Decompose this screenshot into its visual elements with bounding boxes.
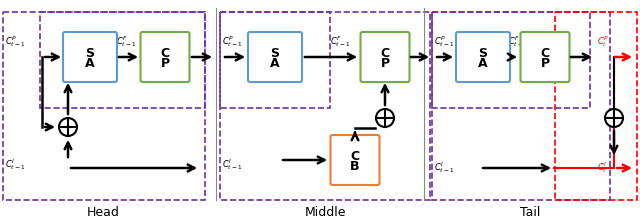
Text: $C_{t-1}^I$: $C_{t-1}^I$ <box>5 158 26 172</box>
Text: S: S <box>271 46 280 60</box>
Text: $C_{t-1}^P$: $C_{t-1}^P$ <box>434 34 454 49</box>
Text: $C_t^I$: $C_t^I$ <box>597 160 607 175</box>
Text: A: A <box>85 56 95 70</box>
FancyBboxPatch shape <box>63 32 117 82</box>
Circle shape <box>605 109 623 127</box>
Text: $C_{t-1}^I$: $C_{t-1}^I$ <box>434 160 454 175</box>
Text: $C_{t-1}^F$: $C_{t-1}^F$ <box>330 34 351 49</box>
Text: Middle: Middle <box>304 206 346 218</box>
Bar <box>40 12 205 108</box>
Text: C: C <box>161 46 170 60</box>
Text: P: P <box>380 56 390 70</box>
Bar <box>220 12 330 108</box>
Text: $C_{t-1}^P$: $C_{t-1}^P$ <box>222 34 243 49</box>
FancyBboxPatch shape <box>456 32 510 82</box>
Text: $C_{t-1}^F$: $C_{t-1}^F$ <box>116 34 136 49</box>
Text: $C_{t-1}^P$: $C_{t-1}^P$ <box>5 34 26 49</box>
Text: A: A <box>478 56 488 70</box>
Text: S: S <box>479 46 488 60</box>
Text: P: P <box>540 56 550 70</box>
Text: Head: Head <box>86 206 120 218</box>
FancyBboxPatch shape <box>520 32 570 82</box>
Text: C: C <box>351 150 360 162</box>
Bar <box>220 12 430 200</box>
Bar <box>3 12 205 200</box>
FancyBboxPatch shape <box>330 135 380 185</box>
FancyBboxPatch shape <box>248 32 302 82</box>
Text: S: S <box>86 46 95 60</box>
Text: B: B <box>350 160 360 172</box>
FancyBboxPatch shape <box>360 32 410 82</box>
Text: P: P <box>161 56 170 70</box>
Bar <box>432 12 590 108</box>
Text: Tail: Tail <box>520 206 540 218</box>
Text: $C_{t-1}^I$: $C_{t-1}^I$ <box>222 158 243 172</box>
Text: A: A <box>270 56 280 70</box>
Text: $C_t^P$: $C_t^P$ <box>597 34 609 49</box>
Text: C: C <box>380 46 390 60</box>
FancyBboxPatch shape <box>141 32 189 82</box>
Text: $C_{t-1}^F$: $C_{t-1}^F$ <box>508 34 529 49</box>
Bar <box>432 12 610 200</box>
Circle shape <box>376 109 394 127</box>
Bar <box>555 12 637 200</box>
Text: C: C <box>540 46 550 60</box>
Circle shape <box>59 118 77 136</box>
